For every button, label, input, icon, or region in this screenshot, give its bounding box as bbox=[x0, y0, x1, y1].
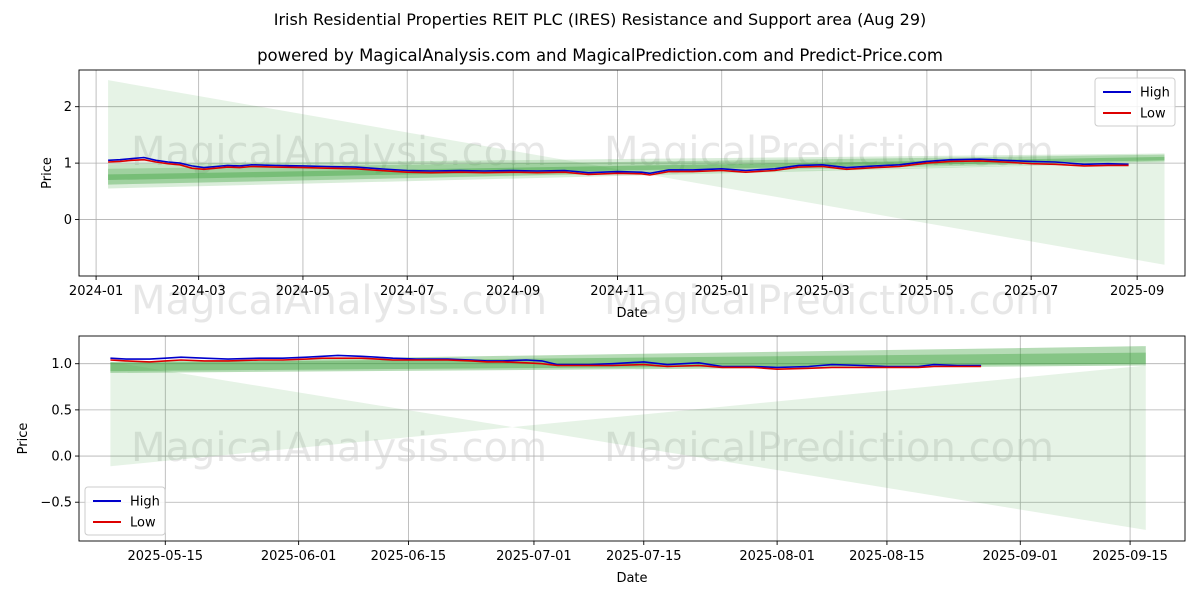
plot-frame bbox=[78, 69, 1186, 277]
y-tick-label: 0 bbox=[64, 213, 72, 228]
x-tick-label: 2025-09-15 bbox=[1092, 549, 1168, 564]
x-axis-label: Date bbox=[616, 306, 647, 321]
x-tick-label: 2024-07 bbox=[380, 284, 434, 299]
legend-label-low: Low bbox=[1140, 107, 1166, 122]
y-tick-label: 1 bbox=[64, 157, 72, 172]
x-tick-label: 2024-09 bbox=[486, 284, 540, 299]
series-line-high bbox=[110, 354, 982, 369]
x-tick-label: 2024-01 bbox=[69, 284, 123, 299]
chart-subtitle: powered by MagicalAnalysis.com and Magic… bbox=[257, 46, 943, 65]
series-line-high bbox=[108, 156, 1129, 175]
support-resistance-bands bbox=[110, 346, 1146, 530]
y-axis-label: Price bbox=[16, 423, 31, 455]
x-tick-label: 2025-05-15 bbox=[128, 549, 204, 564]
x-tick-label: 2025-09-01 bbox=[982, 549, 1058, 564]
y-tick-label: 0.5 bbox=[51, 403, 72, 418]
x-tick-label: 2025-08-01 bbox=[739, 549, 815, 564]
x-tick-label: 2024-05 bbox=[276, 284, 330, 299]
band-area bbox=[108, 154, 1165, 185]
watermark: MagicalPrediction.com bbox=[604, 425, 1054, 471]
x-tick-label: 2024-03 bbox=[171, 284, 225, 299]
series-line-low bbox=[108, 158, 1129, 176]
plot-frame bbox=[78, 335, 1186, 542]
y-tick-label: 0.0 bbox=[51, 450, 72, 465]
series-group bbox=[108, 156, 1129, 176]
watermark: MagicalPrediction.com bbox=[604, 278, 1054, 324]
chart-title: Irish Residential Properties REIT PLC (I… bbox=[273, 10, 927, 29]
y-tick-label: −0.5 bbox=[40, 496, 72, 511]
legend-label-low: Low bbox=[130, 516, 156, 531]
x-tick-label: 2024-11 bbox=[590, 284, 644, 299]
x-axis-label: Date bbox=[616, 571, 647, 586]
y-tick-label: 1.0 bbox=[51, 357, 72, 372]
x-tick-label: 2025-01 bbox=[695, 284, 749, 299]
x-tick-label: 2025-07 bbox=[1004, 284, 1058, 299]
chart-panel-1: MagicalAnalysis.com MagicalPrediction.com… bbox=[40, 69, 1186, 324]
x-tick-label: 2025-07-15 bbox=[606, 549, 682, 564]
x-tick-label: 2025-08-15 bbox=[849, 549, 925, 564]
band-area bbox=[108, 153, 1165, 189]
watermark: MagicalAnalysis.com bbox=[131, 278, 547, 324]
legend-label-high: High bbox=[1140, 86, 1170, 101]
chart-panel-2: MagicalAnalysis.com MagicalPrediction.com… bbox=[16, 335, 1186, 586]
band-area bbox=[110, 352, 1146, 372]
band-area bbox=[110, 361, 1146, 530]
x-tick-label: 2025-06-15 bbox=[371, 549, 447, 564]
series-group bbox=[110, 354, 982, 371]
x-tick-label: 2025-03 bbox=[795, 284, 849, 299]
x-tick-label: 2025-07-01 bbox=[496, 549, 572, 564]
legend: High Low bbox=[84, 486, 166, 536]
y-tick-label: 2 bbox=[64, 100, 72, 115]
y-axis-label: Price bbox=[40, 157, 55, 189]
x-tick-label: 2025-05 bbox=[900, 284, 954, 299]
x-tick-label: 2025-09 bbox=[1110, 284, 1164, 299]
series-line-low bbox=[110, 357, 982, 371]
band-area bbox=[108, 156, 1165, 181]
x-tick-label: 2025-06-01 bbox=[261, 549, 337, 564]
watermark: MagicalAnalysis.com bbox=[131, 425, 547, 471]
legend: High Low bbox=[1094, 77, 1176, 127]
legend-label-high: High bbox=[130, 495, 160, 510]
